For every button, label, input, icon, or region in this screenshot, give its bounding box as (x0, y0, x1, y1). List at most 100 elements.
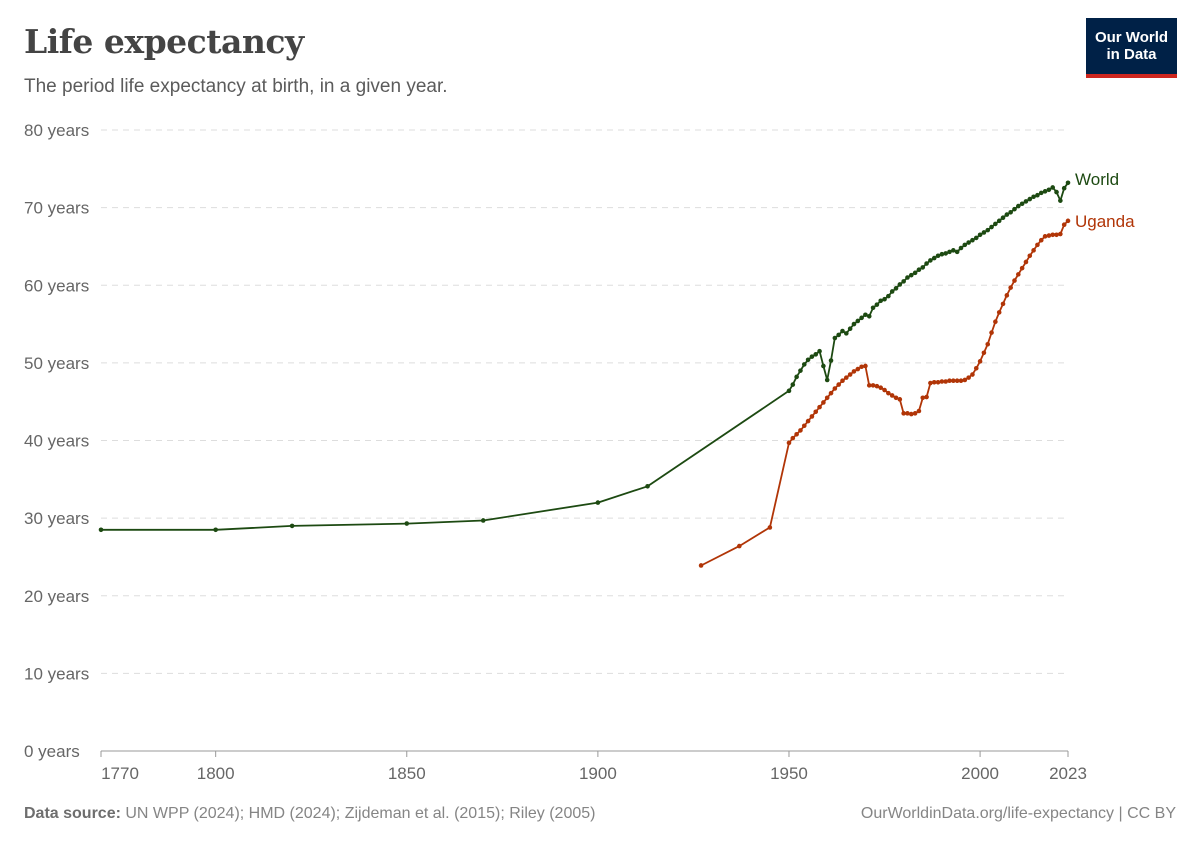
data-point-uganda (1000, 301, 1006, 307)
data-point-world (1058, 198, 1063, 203)
data-point-world (920, 265, 926, 270)
chart-subtitle: The period life expectancy at birth, in … (24, 76, 448, 97)
data-point-world (404, 521, 410, 526)
data-point-world (985, 227, 991, 233)
data-point-world (958, 245, 964, 251)
data-point-uganda (886, 390, 891, 396)
data-point-world (966, 240, 971, 245)
x-tick-label: 1900 (579, 764, 617, 783)
data-point-world (480, 518, 486, 523)
data-point-uganda (851, 369, 857, 374)
data-point-world (1023, 199, 1029, 204)
data-point-uganda (943, 379, 948, 384)
data-point-uganda (1065, 218, 1071, 224)
data-point-world (996, 218, 1002, 224)
owid-logo[interactable]: Our World in Data (1086, 18, 1177, 78)
chart-title: Life expectancy (24, 22, 304, 61)
data-point-world (1004, 212, 1010, 217)
data-point-world (1008, 209, 1013, 215)
data-point-world (790, 382, 796, 387)
data-point-uganda (863, 363, 868, 369)
y-tick-label: 70 years (24, 199, 89, 218)
data-point-uganda (832, 386, 838, 391)
data-point-uganda (966, 375, 971, 380)
data-point-world (801, 362, 807, 367)
data-point-world (970, 237, 975, 243)
data-point-world (1031, 194, 1036, 200)
data-point-uganda (951, 378, 956, 384)
y-tick-label: 20 years (24, 587, 89, 606)
data-point-world (1046, 187, 1052, 193)
data-point-world (924, 261, 929, 266)
x-tick-label: 1770 (101, 764, 139, 783)
data-point-world (882, 296, 887, 302)
data-point-world (947, 249, 952, 255)
x-tick-label: 1950 (770, 764, 808, 783)
data-point-uganda (836, 382, 841, 387)
data-point-world (1061, 185, 1067, 191)
data-point-world (943, 251, 948, 256)
data-point-world (1000, 215, 1006, 221)
data-point-world (1050, 185, 1056, 190)
data-point-uganda (931, 379, 937, 385)
series-line-world (101, 182, 1069, 531)
data-point-world (851, 321, 857, 327)
data-point-uganda (878, 385, 884, 391)
data-point-uganda (920, 395, 926, 401)
data-point-world (828, 358, 834, 363)
data-point-uganda (985, 341, 991, 347)
data-point-world (886, 293, 891, 299)
data-point-uganda (809, 414, 815, 419)
data-point-uganda (958, 378, 964, 384)
data-point-uganda (1008, 285, 1013, 290)
data-point-world (863, 312, 868, 318)
data-point-uganda (1061, 222, 1067, 228)
data-point-world (813, 352, 819, 357)
data-point-uganda (870, 383, 876, 388)
data-point-world (954, 249, 960, 255)
data-point-uganda (939, 379, 945, 384)
data-point-world (213, 527, 218, 533)
data-point-uganda (1035, 242, 1040, 248)
data-point-uganda (847, 372, 853, 377)
data-point-world (901, 279, 906, 284)
data-point-world (1054, 189, 1059, 195)
data-point-uganda (973, 366, 979, 371)
data-point-uganda (882, 387, 887, 393)
logo-line-2: in Data (1106, 46, 1157, 63)
source-url-link[interactable]: OurWorldinData.org/life-expectancy | CC … (860, 805, 1176, 822)
data-point-uganda (736, 543, 742, 549)
data-point-uganda (977, 359, 983, 364)
data-point-world (981, 230, 987, 235)
data-point-uganda (989, 330, 994, 335)
data-point-world (794, 374, 799, 380)
y-tick-label: 0 years (24, 742, 80, 761)
data-point-uganda (901, 411, 906, 416)
data-source-label: Data source: (24, 805, 121, 822)
data-point-world (951, 248, 956, 253)
data-point-uganda (1019, 265, 1025, 271)
data-point-uganda (1058, 231, 1063, 237)
data-point-uganda (817, 404, 822, 410)
data-point-world (962, 242, 968, 248)
data-point-world (844, 331, 849, 336)
data-point-world (908, 272, 914, 278)
data-point-uganda (840, 378, 845, 384)
data-point-world (595, 500, 601, 505)
data-point-world (889, 289, 895, 294)
data-point-uganda (1046, 233, 1052, 238)
data-point-world (928, 258, 933, 263)
data-point-uganda (1012, 278, 1017, 283)
x-tick-label: 1850 (388, 764, 426, 783)
data-point-uganda (1027, 253, 1033, 259)
data-point-uganda (786, 440, 792, 446)
y-tick-label: 80 years (24, 121, 89, 140)
x-tick-label: 1800 (197, 764, 235, 783)
data-point-uganda (805, 418, 811, 424)
data-point-uganda (821, 400, 826, 405)
data-point-world (836, 332, 841, 338)
data-point-uganda (824, 395, 830, 401)
data-point-uganda (798, 428, 803, 433)
data-point-world (645, 483, 650, 489)
